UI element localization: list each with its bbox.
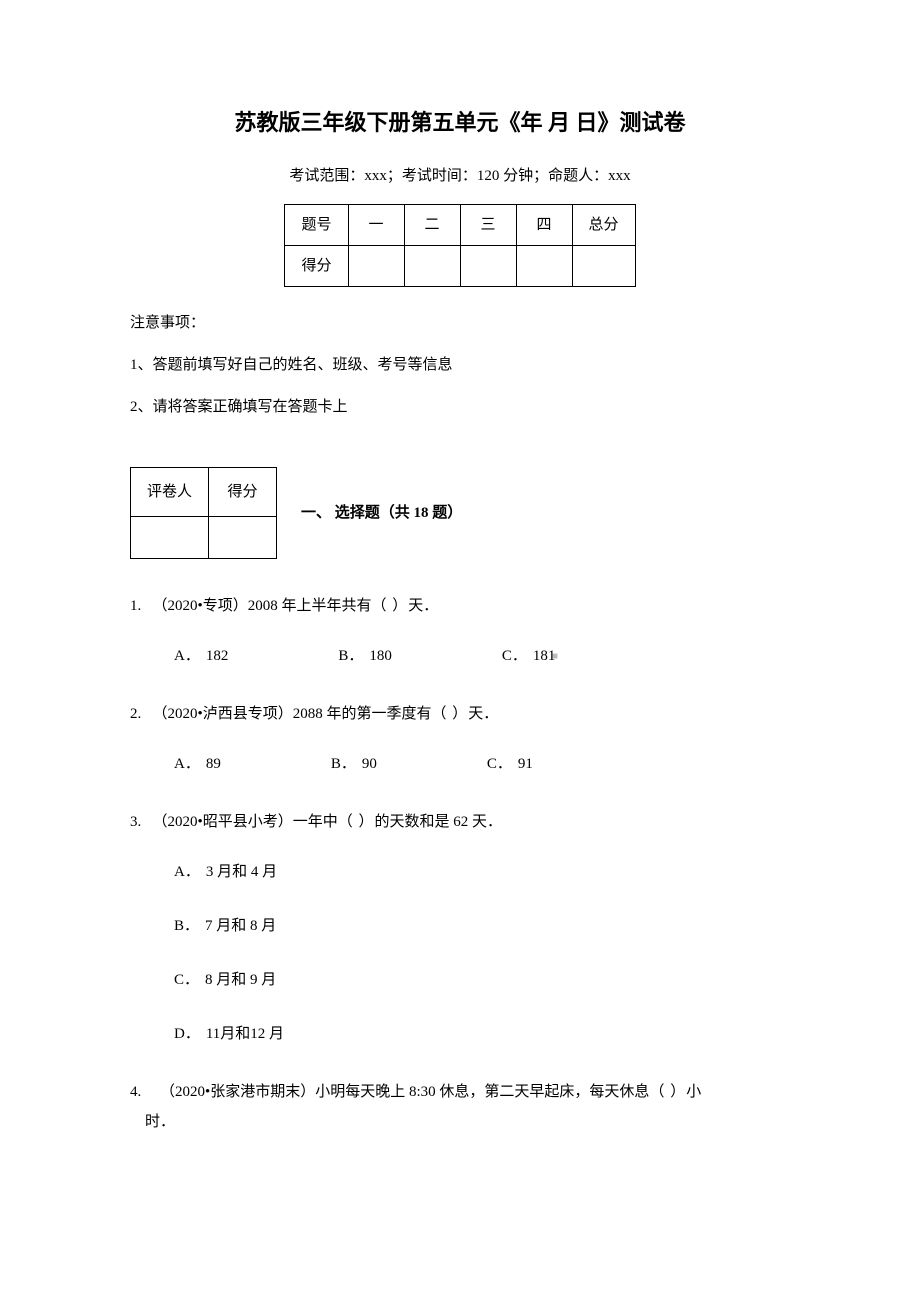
grader-cell: 得分 xyxy=(209,468,277,517)
notice-item: 1、答题前填写好自己的姓名、班级、考号等信息 xyxy=(130,353,790,377)
question-text: 4. （2020•张家港市期末）小明每天晚上 8:30 休息，第二天早起床，每天… xyxy=(130,1077,790,1137)
empty-cell xyxy=(209,517,277,559)
empty-cell xyxy=(516,246,572,287)
option-label: B． xyxy=(174,918,199,934)
empty-cell xyxy=(404,246,460,287)
question-text: 3. （2020•昭平县小考）一年中（ ）的天数和是 62 天． xyxy=(130,807,790,837)
notice-item: 2、请将答案正确填写在答题卡上 xyxy=(130,395,790,419)
question-number: 1. xyxy=(130,598,141,614)
option-a: A． 3 月和 4 月 xyxy=(174,857,790,887)
option-c: C．181 xyxy=(502,641,556,671)
grader-table: 评卷人 得分 xyxy=(130,467,277,559)
table-row xyxy=(131,517,277,559)
question-number: 3. xyxy=(130,814,141,830)
question-prefix: （2020•张家港市期末）小明每天晚上 8:30 休息，第二天早起床，每天休息 xyxy=(160,1084,649,1100)
question-1: 1. （2020•专项）2008 年上半年共有（ ）天． A． 182 B． 180… xyxy=(130,591,790,671)
header-cell: 二 xyxy=(404,205,460,246)
question-prefix: （2020•泸西县专项） xyxy=(153,706,293,722)
question-3: 3. （2020•昭平县小考）一年中（ ）的天数和是 62 天． A． 3 月和 … xyxy=(130,807,790,1049)
options-row: A． 182 B． 180 C．181 xyxy=(130,641,790,671)
empty-cell xyxy=(131,517,209,559)
header-cell: 一 xyxy=(348,205,404,246)
options-block: A． 3 月和 4 月 B． 7 月和 8 月 C． 8 月和 9 月 D． 11月和1… xyxy=(130,857,790,1049)
option-label: C． xyxy=(487,756,512,772)
blank-paren: （ ） xyxy=(432,706,469,722)
option-label: A． xyxy=(174,864,200,880)
option-label: C． xyxy=(502,648,527,664)
option-value: 90 xyxy=(362,756,377,772)
option-value: 3 月和 4 月 xyxy=(206,864,277,880)
option-value: 8 月和 9 月 xyxy=(205,972,276,988)
option-value: 11月和12 月 xyxy=(206,1026,284,1042)
question-number: 4. xyxy=(130,1084,141,1100)
grader-cell: 评卷人 xyxy=(131,468,209,517)
option-d: D． 11月和12 月 xyxy=(174,1019,790,1049)
table-row: 得分 xyxy=(285,246,635,287)
empty-cell xyxy=(572,246,635,287)
question-suffix: 天． xyxy=(408,598,438,614)
option-c: C． 8 月和 9 月 xyxy=(174,965,790,995)
empty-cell xyxy=(460,246,516,287)
option-value: 91 xyxy=(518,756,533,772)
table-row: 题号 一 二 三 四 总分 xyxy=(285,205,635,246)
header-cell: 三 xyxy=(460,205,516,246)
option-a: A． 89 xyxy=(174,749,221,779)
question-prefix: （2020•专项） xyxy=(153,598,248,614)
question-suffix: 小 xyxy=(686,1084,701,1100)
question-body: 2088 年的第一季度有 xyxy=(293,706,432,722)
option-label: D． xyxy=(174,1026,200,1042)
option-label: A． xyxy=(174,756,200,772)
row-label: 得分 xyxy=(285,246,348,287)
option-label: B． xyxy=(338,648,363,664)
question-suffix: 天． xyxy=(468,706,498,722)
question-suffix: 的天数和是 62 天． xyxy=(375,814,503,830)
question-prefix: （2020•昭平县小考）一年中 xyxy=(153,814,338,830)
option-label: B． xyxy=(331,756,356,772)
page-title: 苏教版三年级下册第五单元《年 月 日》测试卷 xyxy=(130,105,790,140)
table-row: 评卷人 得分 xyxy=(131,468,277,517)
option-value: 180 xyxy=(369,648,392,664)
question-body: 2008 年上半年共有 xyxy=(248,598,372,614)
watermark-icon: ■ xyxy=(552,649,558,665)
question-tail: 时． xyxy=(145,1114,175,1130)
header-cell: 四 xyxy=(516,205,572,246)
score-table: 题号 一 二 三 四 总分 得分 xyxy=(284,204,635,287)
option-b: B． 7 月和 8 月 xyxy=(174,911,790,941)
option-b: B． 180 xyxy=(338,641,392,671)
section-title: 一、 选择题（共 18 题） xyxy=(301,501,462,525)
options-row: A． 89 B． 90 C． 91 xyxy=(130,749,790,779)
question-2: 2. （2020•泸西县专项）2088 年的第一季度有（ ）天． A． 89 B．… xyxy=(130,699,790,779)
option-a: A． 182 xyxy=(174,641,228,671)
blank-paren: （ ） xyxy=(338,814,375,830)
option-value: 182 xyxy=(206,648,229,664)
blank-paren: （ ） xyxy=(649,1084,686,1100)
section-row: 评卷人 得分 一、 选择题（共 18 题） xyxy=(130,467,790,559)
question-number: 2. xyxy=(130,706,141,722)
option-b: B． 90 xyxy=(331,749,377,779)
empty-cell xyxy=(348,246,404,287)
header-cell: 总分 xyxy=(572,205,635,246)
question-4: 4. （2020•张家港市期末）小明每天晚上 8:30 休息，第二天早起床，每天… xyxy=(130,1077,790,1137)
header-cell: 题号 xyxy=(285,205,348,246)
option-value: 7 月和 8 月 xyxy=(205,918,276,934)
page-subtitle: 考试范围：xxx；考试时间：120 分钟；命题人：xxx xyxy=(130,164,790,188)
option-c: C． 91 xyxy=(487,749,533,779)
question-text: 1. （2020•专项）2008 年上半年共有（ ）天． xyxy=(130,591,790,621)
option-label: C． xyxy=(174,972,199,988)
question-text: 2. （2020•泸西县专项）2088 年的第一季度有（ ）天． xyxy=(130,699,790,729)
notice-header: 注意事项： xyxy=(130,311,790,335)
option-value: 89 xyxy=(206,756,221,772)
blank-paren: （ ） xyxy=(372,598,409,614)
option-label: A． xyxy=(174,648,200,664)
